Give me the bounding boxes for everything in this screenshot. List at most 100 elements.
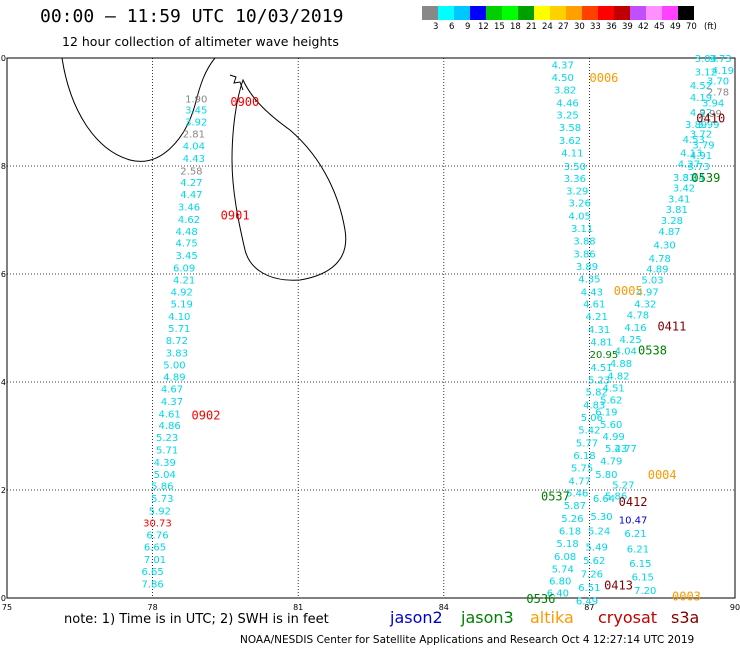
color-swatch: [502, 6, 518, 20]
wave-height-point: 4.86: [158, 421, 180, 432]
wave-height-point: 4.79: [600, 456, 622, 467]
wave-height-point: 4.11: [561, 149, 583, 160]
wave-height-point: 4.89: [163, 373, 185, 384]
wave-height-point: 5.87: [564, 501, 586, 512]
wave-height-point: 7.26: [581, 570, 603, 581]
wave-height-point: 3.42: [673, 184, 695, 195]
wave-height-point: 4.19: [690, 93, 712, 104]
wave-height-point: 5.03: [641, 275, 663, 286]
wave-height-point: 4.32: [634, 300, 656, 311]
wave-height-point: 4.43: [581, 287, 603, 298]
wave-height-point: 4.04: [183, 141, 205, 152]
wave-height-point: 4.53: [683, 135, 705, 146]
wave-height-point: 5.62: [600, 395, 622, 406]
wave-height-point: 4.21: [586, 312, 608, 323]
wave-height-point: 4.77: [569, 476, 591, 487]
color-scale-label: 30: [574, 22, 585, 32]
color-scale-label: 45: [654, 22, 665, 32]
wave-height-point: 6.15: [632, 572, 654, 583]
wave-height-point: 3.73: [709, 54, 731, 65]
wave-height-point: 4.99: [603, 432, 625, 443]
legend-jason3: jason3: [461, 608, 514, 627]
wave-height-point: 1.90: [185, 95, 207, 106]
wave-height-point: 3.62: [559, 136, 581, 147]
chart-title: 00:00 – 11:59 UTC 10/03/2019: [40, 6, 344, 27]
wave-height-point: 4.78: [649, 254, 671, 265]
wave-height-point: 6.18: [573, 451, 595, 462]
y-tick-label: 8: [1, 162, 6, 171]
wave-height-point: 7.01: [144, 555, 166, 566]
wave-height-point: 6.19: [595, 408, 617, 419]
color-scale-label: 21: [526, 22, 537, 32]
wave-height-point: 3.04: [695, 54, 717, 65]
track-label: 0411: [657, 319, 686, 333]
wave-height-point: 5.46: [566, 489, 588, 500]
wave-height-point: 4.51: [603, 383, 625, 394]
sri-lanka-coastline: [61, 57, 347, 281]
color-scale-label: 18: [510, 22, 521, 32]
wave-height-point: 4.47: [180, 190, 202, 201]
track-label: 0006: [590, 71, 619, 85]
wave-height-point: 4.91: [690, 151, 712, 162]
color-swatch: [470, 6, 486, 20]
track-label: 0538: [638, 344, 667, 358]
wave-height-point: 5.26: [561, 514, 583, 525]
track-label: 0537: [541, 489, 570, 503]
wave-height-point: 3.83: [166, 348, 188, 359]
wave-height-point: 4.25: [620, 335, 642, 346]
wave-height-point: 4.21: [173, 275, 195, 286]
wave-height-point: 4.61: [583, 300, 605, 311]
wave-height-point: 4.10: [168, 312, 190, 323]
wave-height-point: 6.64: [593, 494, 615, 505]
wave-height-point: 4.46: [556, 98, 578, 109]
wave-height-point: 6.21: [624, 529, 646, 540]
wave-height-point: 7.20: [634, 586, 656, 597]
track-label: 0410: [696, 111, 725, 125]
wave-height-point: 5.92: [149, 507, 171, 518]
wave-height-point: 4.78: [627, 311, 649, 322]
wave-height-point: 2.99: [700, 109, 722, 120]
wave-height-point: 2.81: [183, 130, 205, 141]
wave-height-point: 3.88: [573, 237, 595, 248]
wave-height-point: 3.25: [556, 111, 578, 122]
color-scale-label: 49: [670, 22, 681, 32]
y-tick-label: 10: [0, 54, 6, 63]
color-scale-label: 15: [494, 22, 505, 32]
wave-height-point: 4.13: [680, 149, 702, 160]
wave-height-point: 4.16: [624, 323, 646, 334]
color-swatch: [438, 6, 454, 20]
color-swatch: [518, 6, 534, 20]
wave-height-point: 5.23: [588, 375, 610, 386]
wave-height-point: 6.15: [629, 559, 651, 570]
wave-height-point: 6.65: [144, 543, 166, 554]
chart-subtitle: 12 hour collection of altimeter wave hei…: [62, 34, 339, 49]
wave-height-point: 5.74: [552, 564, 574, 575]
wave-height-point: 5.23: [156, 433, 178, 444]
sri-lanka-outline: [231, 78, 347, 281]
y-tick-label: 4: [1, 378, 6, 387]
wave-height-point: 4.37: [161, 397, 183, 408]
wave-height-point: 3.12: [695, 68, 717, 79]
track-label: 0902: [192, 408, 221, 422]
track-label: 0901: [221, 209, 250, 223]
color-swatch: [646, 6, 662, 20]
wave-height-point: 7.86: [141, 579, 163, 590]
legend-s3a: s3a: [671, 608, 700, 627]
x-tick-label: 87: [584, 603, 594, 612]
color-swatch: [486, 6, 502, 20]
wave-height-point: 4.92: [171, 287, 193, 298]
wave-height-point: 5.49: [586, 543, 608, 554]
wave-height-point: 5.23: [605, 444, 627, 455]
wave-height-point: 4.88: [610, 359, 632, 370]
wave-height-point: 6.08: [554, 552, 576, 563]
wave-height-point: 3.45: [175, 251, 197, 262]
wave-height-point: 4.43: [183, 154, 205, 165]
wave-height-values: 1.903.453.922.814.044.432.584.274.473.46…: [141, 54, 734, 608]
wave-height-point: 5.06: [581, 413, 603, 424]
wave-height-point: 4.92: [690, 108, 712, 119]
wave-height-point: 5.19: [171, 300, 193, 311]
wave-height-point: 5.75: [571, 463, 593, 474]
color-scale-label: 3: [433, 22, 439, 32]
wave-height-point: 5.80: [595, 470, 617, 481]
color-swatch: [662, 6, 678, 20]
